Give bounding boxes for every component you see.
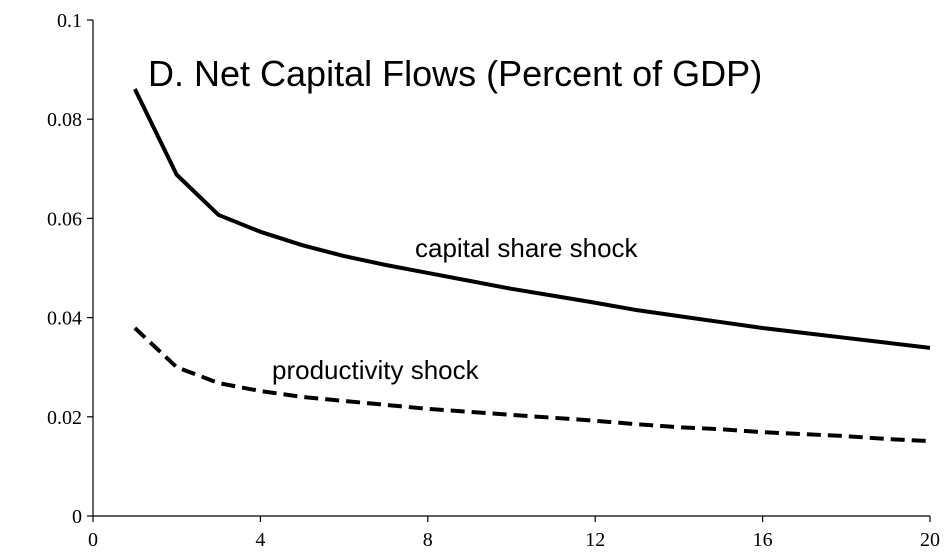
y-tick-label: 0.02 [47, 407, 82, 429]
y-tick-label: 0.06 [47, 208, 82, 230]
x-tick-label: 4 [255, 529, 265, 551]
y-tick-label: 0.1 [57, 10, 82, 32]
chart-title: D. Net Capital Flows (Percent of GDP) [148, 53, 762, 94]
x-tick-label: 12 [585, 529, 605, 551]
series-label: capital share shock [415, 233, 639, 263]
x-tick-label: 16 [753, 529, 773, 551]
series-label: productivity shock [272, 355, 480, 385]
y-tick-label: 0 [72, 506, 82, 528]
series-line [133, 326, 931, 444]
x-tick-label: 20 [920, 529, 940, 551]
x-tick-label: 0 [88, 529, 98, 551]
x-tick-label: 8 [423, 529, 433, 551]
y-tick-label: 0.04 [47, 308, 82, 330]
series-line [133, 88, 931, 350]
y-tick-label: 0.08 [47, 109, 82, 131]
